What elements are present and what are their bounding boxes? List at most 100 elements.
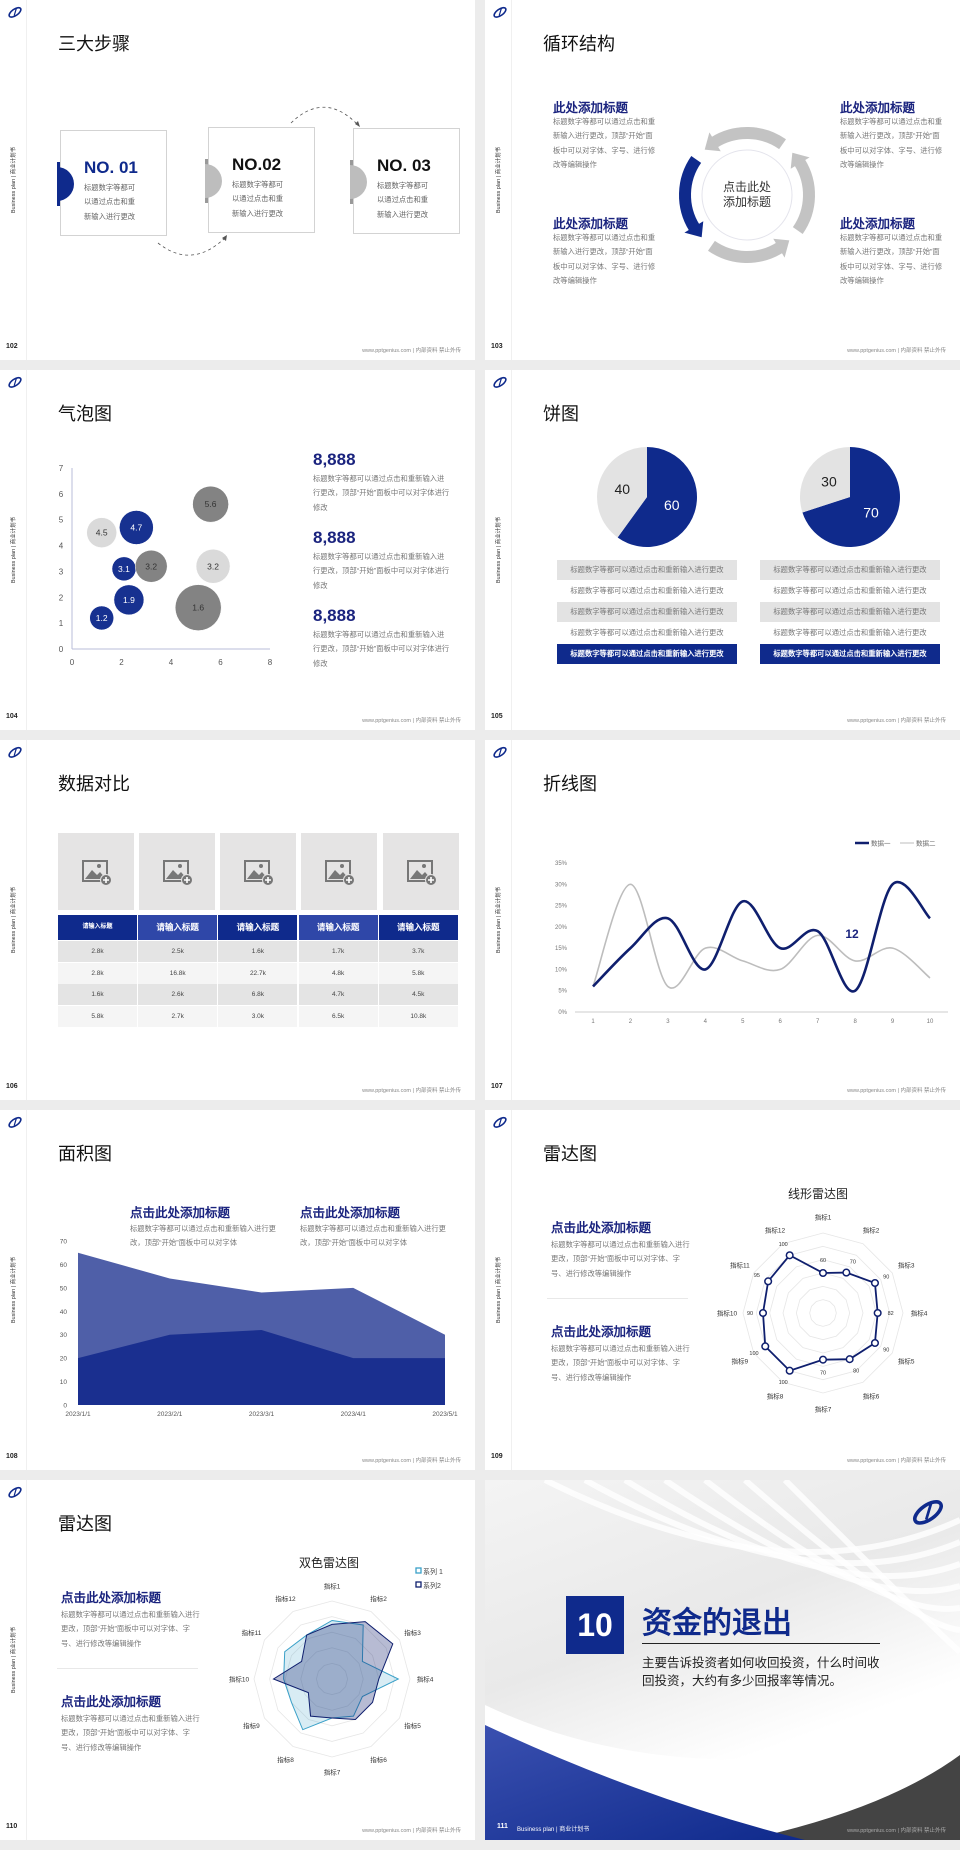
logo-icon xyxy=(913,1500,943,1525)
legend-swatch xyxy=(415,1567,422,1574)
bubble-label: 3.1 xyxy=(118,564,130,574)
mountain xyxy=(166,870,187,879)
x-tick-label: 6 xyxy=(218,658,223,667)
radar-point xyxy=(785,1251,794,1260)
radar-chart: 指标1 指标2 指标3 指标4 指标5 指标6 指标7 指标8 指标9 指标10 指标11 指标12 双… xyxy=(229,1556,443,1777)
slide-105: Business plan | 商业计划书 105 www.pptgenius.co… xyxy=(485,370,960,730)
radar-axis-label: 指标8 xyxy=(277,1755,294,1764)
step-number: NO. 03 xyxy=(377,156,431,175)
radar-axis-label: 指标2 xyxy=(863,1225,880,1234)
table-cell: 6.8k xyxy=(218,984,298,1006)
step-text: 标题数字等都可以通过点击和重新输入进行更改 xyxy=(232,180,284,218)
y-tick-label: 50 xyxy=(60,1285,68,1292)
legend-row: 标题数字等都可以通过点击和重新输入进行更改 xyxy=(760,602,940,622)
y-tick-label: 7 xyxy=(59,464,64,473)
arrow-head-icon xyxy=(355,121,360,127)
step-text: 标题数字等都可以通过点击和重新输入进行更改 xyxy=(377,181,429,219)
slide-title: 气泡图 xyxy=(58,404,112,424)
legend-label: 系列2 xyxy=(423,1581,441,1590)
sidebar-strip xyxy=(0,1110,27,1470)
logo-ring xyxy=(493,376,507,388)
slide-107: Business plan | 商业计划书 107 www.pptgenius.co… xyxy=(485,740,960,1100)
legend-label: 数据二 xyxy=(916,839,936,848)
y-tick-label: 2 xyxy=(59,593,64,602)
sidebar-strip xyxy=(485,0,512,360)
legend-row: 标题数字等都可以通过点击和重新输入进行更改 xyxy=(760,644,940,664)
legend-row: 标题数字等都可以通过点击和重新输入进行更改 xyxy=(557,644,737,664)
y-tick-label: 30 xyxy=(60,1332,68,1339)
image-placeholder[interactable] xyxy=(220,833,296,910)
logo-icon xyxy=(8,6,22,18)
decor-curve xyxy=(782,1480,960,1655)
y-tick-label: 60 xyxy=(60,1262,68,1269)
radar-grid-ring xyxy=(269,1616,395,1742)
table-header-cell: 请输入标题 xyxy=(138,915,218,940)
image-placeholder[interactable] xyxy=(301,833,377,910)
page-number: 107 xyxy=(491,1083,503,1090)
sidebar-strip xyxy=(485,1110,512,1470)
slide-title: 折线图 xyxy=(543,774,597,794)
radar-axis-label: 指标11 xyxy=(242,1628,262,1637)
block-text: 标题数字等都可以通过点击和重新输入进行更改，顶部“开始”面板中可以对字体、字号、… xyxy=(61,1714,200,1752)
footer-brand: Business plan | 商业计划书 xyxy=(517,1827,590,1833)
stat-value: 8,888 xyxy=(313,528,356,547)
step-card[interactable]: NO. 03 标题数字等都可以通过点击和重新输入进行更改 xyxy=(350,128,460,234)
slide-title: 饼图 xyxy=(543,404,579,424)
image-placeholder[interactable] xyxy=(58,833,134,910)
slide-109: Business plan | 商业计划书 109 www.pptgenius.co… xyxy=(485,1110,960,1470)
block-heading: 点击此处添加标题 xyxy=(300,1206,401,1220)
y-tick-label: 1 xyxy=(59,619,64,628)
pie-slice xyxy=(597,447,647,538)
plus xyxy=(103,877,109,883)
radar-axis-label: 指标1 xyxy=(324,1582,341,1591)
series-line xyxy=(592,880,931,993)
logo-ring xyxy=(8,376,22,388)
logo-ring xyxy=(8,1486,22,1498)
decor-curve xyxy=(623,1480,960,1579)
frame xyxy=(82,860,108,882)
frame xyxy=(325,860,351,882)
radar-point xyxy=(818,1355,828,1364)
table-cell: 4.8k xyxy=(298,962,378,984)
radar-value-label: 90 xyxy=(883,1348,889,1354)
bubble-chart: 0 1 2 3 4 5 6 7 0 2 4 6 8 1.2 1.9 3.1 3.2 4.7 4.5 5.6 3.2 1.6 xyxy=(59,464,273,667)
x-tick-label: 6 xyxy=(779,1019,783,1025)
step-marker xyxy=(350,165,367,199)
cycle-arrow xyxy=(707,240,784,263)
table-cell: 4.7k xyxy=(298,984,378,1006)
y-tick-label: 0% xyxy=(558,1010,567,1016)
slide-106: Business plan | 商业计划书 106 www.pptgenius.co… xyxy=(0,740,475,1100)
y-tick-label: 10% xyxy=(555,967,568,973)
plus xyxy=(265,877,271,883)
bubble xyxy=(192,485,229,523)
y-tick-label: 5 xyxy=(59,516,64,525)
radar-value-label: 82 xyxy=(888,1311,894,1317)
y-tick-label: 40 xyxy=(60,1309,68,1316)
bubble xyxy=(119,510,154,545)
dark-swoosh xyxy=(745,1755,960,1840)
logo-ring xyxy=(913,1500,943,1525)
sidebar-strip xyxy=(0,740,27,1100)
legend-row: 标题数字等都可以通过点击和重新输入进行更改 xyxy=(557,602,737,622)
image-placeholder[interactable] xyxy=(383,833,459,910)
radar-axis-label: 指标11 xyxy=(730,1261,750,1270)
page-number: 109 xyxy=(491,1453,503,1460)
cycle-arrow xyxy=(679,155,702,232)
step-card[interactable]: NO.02 标题数字等都可以通过点击和重新输入进行更改 xyxy=(205,127,315,233)
frame xyxy=(244,860,270,882)
legend-label: 数据一 xyxy=(871,839,891,848)
table-cell: 1.6k xyxy=(218,941,298,962)
step-marker xyxy=(205,164,222,198)
step-card[interactable]: NO. 01 标题数字等都可以通过点击和重新输入进行更改 xyxy=(57,130,167,236)
logo-ring xyxy=(8,6,22,18)
radar-value-label: 100 xyxy=(749,1351,758,1357)
footer-text: www.pptgenius.com | 内部资料 禁止外传 xyxy=(847,348,946,354)
bubble xyxy=(89,605,114,631)
cycle-arrow-head xyxy=(684,221,704,238)
table-cell: 2.6k xyxy=(138,984,218,1006)
title-underline xyxy=(642,1643,880,1644)
radar-value-label: 95 xyxy=(754,1273,760,1279)
step-connectors xyxy=(157,106,360,256)
image-placeholder[interactable] xyxy=(139,833,215,910)
table-cell: 16.8k xyxy=(138,962,218,984)
